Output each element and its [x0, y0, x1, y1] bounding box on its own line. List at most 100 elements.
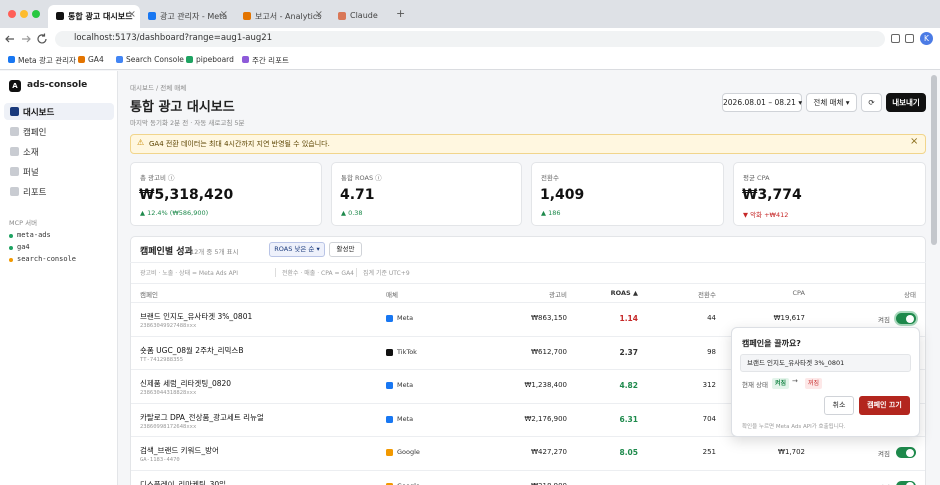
toggle-knob: [906, 314, 914, 323]
column-header[interactable]: CPA: [792, 289, 806, 297]
bookmark[interactable]: pipeboard: [196, 55, 234, 64]
spend: ₩2,176,900: [524, 414, 567, 423]
browser-tab[interactable]: 보고서 - Analytics ×: [235, 5, 327, 28]
media-icon: [386, 315, 393, 322]
nav-item[interactable]: 캠페인: [4, 123, 114, 140]
nav-item[interactable]: 대시보드: [4, 103, 114, 120]
campaign-name: 숏폼 UGC_08월 2주차_리믹스B: [140, 345, 244, 355]
export-button[interactable]: 내보내기: [886, 93, 926, 112]
conversions: 44: [707, 314, 716, 322]
table-row[interactable]: [131, 404, 925, 437]
bookmark[interactable]: GA4: [88, 55, 104, 64]
browser-tab[interactable]: 광고 관리자 - Meta ×: [140, 5, 232, 28]
nav-icon: [10, 107, 19, 116]
tab-title: Claude: [350, 11, 378, 20]
tab-title: 통합 광고 대시보드: [68, 12, 133, 21]
profile-avatar[interactable]: K: [920, 32, 933, 45]
nav-icon: [10, 167, 19, 176]
alert-close[interactable]: ×: [910, 136, 919, 147]
kpi-delta: ▲ 186: [541, 209, 561, 217]
status-toggle[interactable]: [896, 447, 916, 458]
kpi-card: 총 광고비 ⓘ ₩5,318,420 ▲ 12.4% (₩586,900): [130, 162, 322, 226]
column-header: 매체: [386, 291, 398, 299]
column-header[interactable]: ROAS ▲: [610, 289, 638, 297]
campaign-name: 신제품 세럼_리타겟팅_0820: [140, 379, 232, 388]
reload-icon[interactable]: [37, 33, 47, 44]
tab-icon: [56, 12, 64, 20]
data-source-note: 집계 기준 UTC+9: [356, 268, 410, 277]
bookmark[interactable]: 주간 리포트: [252, 56, 289, 65]
kpi-label: 총 광고비 ⓘ: [140, 174, 175, 182]
campaign-id: 23863049927488xxx: [140, 323, 197, 329]
back-icon[interactable]: [5, 35, 14, 43]
cpa: ₩19,617: [773, 314, 805, 322]
bookmark[interactable]: Meta 광고 관리자: [18, 56, 76, 65]
cancel-button[interactable]: 취소: [824, 396, 854, 415]
media-name: Meta: [397, 381, 414, 389]
table-row[interactable]: [131, 437, 925, 471]
window-button[interactable]: [32, 10, 40, 18]
campaign-name: 브랜드 인지도_유사타겟 3%_0801: [140, 312, 253, 321]
table-title: 캠페인별 성과: [140, 247, 193, 257]
refresh-button[interactable]: ⟳: [861, 93, 882, 112]
row-count: 12개 중 5개 표시: [190, 248, 239, 256]
tab-close[interactable]: ×: [314, 9, 323, 20]
status-label: 켜짐: [878, 316, 890, 324]
browser-tab[interactable]: 통합 광고 대시보드 ×: [48, 5, 140, 28]
media-icon: [386, 415, 393, 423]
new-tab[interactable]: +: [396, 7, 406, 20]
nav-label: 대시보드: [23, 108, 55, 118]
nav-item[interactable]: 퍼널: [4, 163, 114, 180]
window-button[interactable]: [20, 10, 28, 18]
kpi-card: 전환수 1,409 ▲ 186: [531, 162, 724, 226]
nav-label: 리포트: [23, 188, 47, 198]
table-row[interactable]: [131, 337, 925, 370]
tab-title: 보고서 - Analytics: [255, 12, 322, 21]
table-row[interactable]: [131, 303, 925, 337]
media-filter[interactable]: 전체 매체 ▾: [806, 93, 857, 112]
tab-icon: [148, 12, 156, 20]
kpi-label: 평균 CPA: [743, 174, 770, 182]
confirm-button[interactable]: 캠페인 끄기: [859, 396, 910, 415]
media-icon: [386, 348, 393, 356]
bookmark[interactable]: Search Console: [126, 55, 184, 64]
conversions: 251: [702, 448, 716, 456]
kpi-label: 전환수: [541, 174, 559, 182]
column-header[interactable]: 전환수: [698, 291, 716, 299]
status-toggle[interactable]: [896, 313, 916, 324]
tab-close[interactable]: ×: [127, 9, 136, 20]
toggle-knob: [906, 482, 914, 485]
media-icon: [386, 382, 393, 389]
window-button[interactable]: [8, 10, 16, 18]
date-range-picker[interactable]: 2026.08.01 – 08.21 ▾: [722, 93, 802, 112]
sort-select[interactable]: ROAS 낮은 순 ▾: [269, 242, 325, 257]
alert-icon: ⚠: [137, 138, 145, 147]
spend: ₩427,270: [531, 448, 567, 456]
state-to: 꺼짐: [805, 378, 823, 389]
table-row[interactable]: [131, 370, 925, 404]
forward-icon[interactable]: [22, 35, 31, 43]
status-label: 켜짐: [878, 482, 890, 485]
column-header[interactable]: 상태: [904, 291, 916, 299]
table-row[interactable]: [131, 471, 925, 485]
media-name: Meta: [397, 414, 414, 423]
tab-strip: [0, 0, 940, 28]
address-field[interactable]: [55, 31, 885, 47]
page-title: 통합 광고 대시보드: [130, 100, 235, 115]
tab-title: 광고 관리자 - Meta: [160, 12, 228, 21]
alert-banner: [130, 134, 926, 154]
header-row: [131, 283, 925, 303]
browser-tab[interactable]: Claude: [330, 5, 390, 28]
active-filter[interactable]: 활성만: [329, 242, 362, 257]
popover-title: 캠페인을 끌까요?: [742, 339, 801, 348]
alert-text: GA4 전환 데이터는 최대 4시간까지 지연 반영될 수 있습니다.: [149, 140, 330, 148]
tab-close[interactable]: ×: [219, 9, 228, 20]
nav-item[interactable]: 소재: [4, 143, 114, 160]
bookmark-icon: [186, 56, 193, 63]
nav-item[interactable]: 리포트: [4, 183, 114, 200]
kpi-card: 통합 ROAS ⓘ 4.71 ▲ 0.38: [331, 162, 522, 226]
status-toggle[interactable]: [896, 480, 916, 485]
media-icon: [386, 482, 393, 485]
column-header[interactable]: 광고비: [549, 291, 567, 299]
